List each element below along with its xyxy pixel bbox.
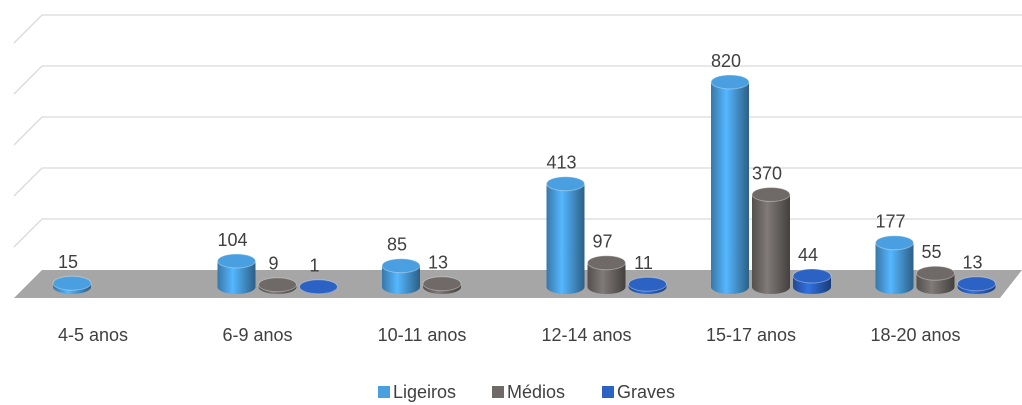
grid-line [13, 116, 1022, 146]
x-tick-label: 12-14 anos [541, 325, 631, 345]
grid-line [13, 65, 1022, 95]
bar-top [52, 275, 92, 291]
legend-swatch [378, 386, 390, 398]
bar [546, 183, 585, 294]
bar [587, 262, 626, 294]
data-label: 9 [268, 254, 278, 274]
x-tick-label: 15-17 anos [706, 325, 796, 345]
bar-top [916, 265, 955, 281]
floor [14, 270, 1022, 298]
bar [382, 265, 420, 294]
data-label: 85 [387, 235, 407, 255]
data-label: 15 [58, 252, 78, 272]
data-label: 104 [217, 230, 247, 250]
bar-top [710, 74, 750, 90]
bar [875, 242, 914, 294]
bar-top [381, 258, 421, 274]
data-label: 13 [428, 253, 448, 273]
x-tick-label: 4-5 anos [58, 325, 128, 345]
bar-top [751, 187, 791, 202]
grid-line [13, 218, 1022, 248]
data-label: 11 [634, 253, 653, 273]
bar-top [546, 176, 585, 192]
x-tick-label: 6-9 anos [222, 325, 292, 345]
x-tick-label: 10-11 anos [378, 325, 467, 345]
legend-swatch [492, 386, 504, 398]
data-label: 820 [711, 51, 741, 71]
data-label: 177 [875, 212, 905, 232]
legend-swatch [602, 386, 614, 398]
bar [752, 194, 790, 294]
bar-top [792, 268, 832, 284]
grid-line [13, 14, 1022, 44]
bar-top [217, 253, 256, 269]
data-label: 55 [921, 242, 941, 262]
bar [711, 82, 749, 294]
x-tick-label: 18-20 anos [870, 325, 960, 345]
data-label: 97 [592, 232, 612, 252]
legend-label: Ligeiros [393, 382, 456, 402]
data-label: 370 [752, 163, 782, 183]
data-label: 44 [798, 245, 818, 265]
bar-top [628, 276, 667, 292]
bar-top [422, 276, 462, 292]
grid-line [13, 167, 1022, 197]
bar-top [957, 276, 996, 292]
bar-top [258, 277, 297, 293]
bar-top [587, 255, 626, 271]
legend-label: Graves [617, 382, 675, 402]
data-label: 413 [546, 153, 576, 173]
legend-label: Médios [507, 382, 565, 402]
bar-top [875, 235, 914, 251]
data-label: 13 [962, 253, 982, 273]
bar [217, 261, 256, 294]
bar-top [299, 279, 338, 295]
data-label: 1 [309, 256, 319, 276]
